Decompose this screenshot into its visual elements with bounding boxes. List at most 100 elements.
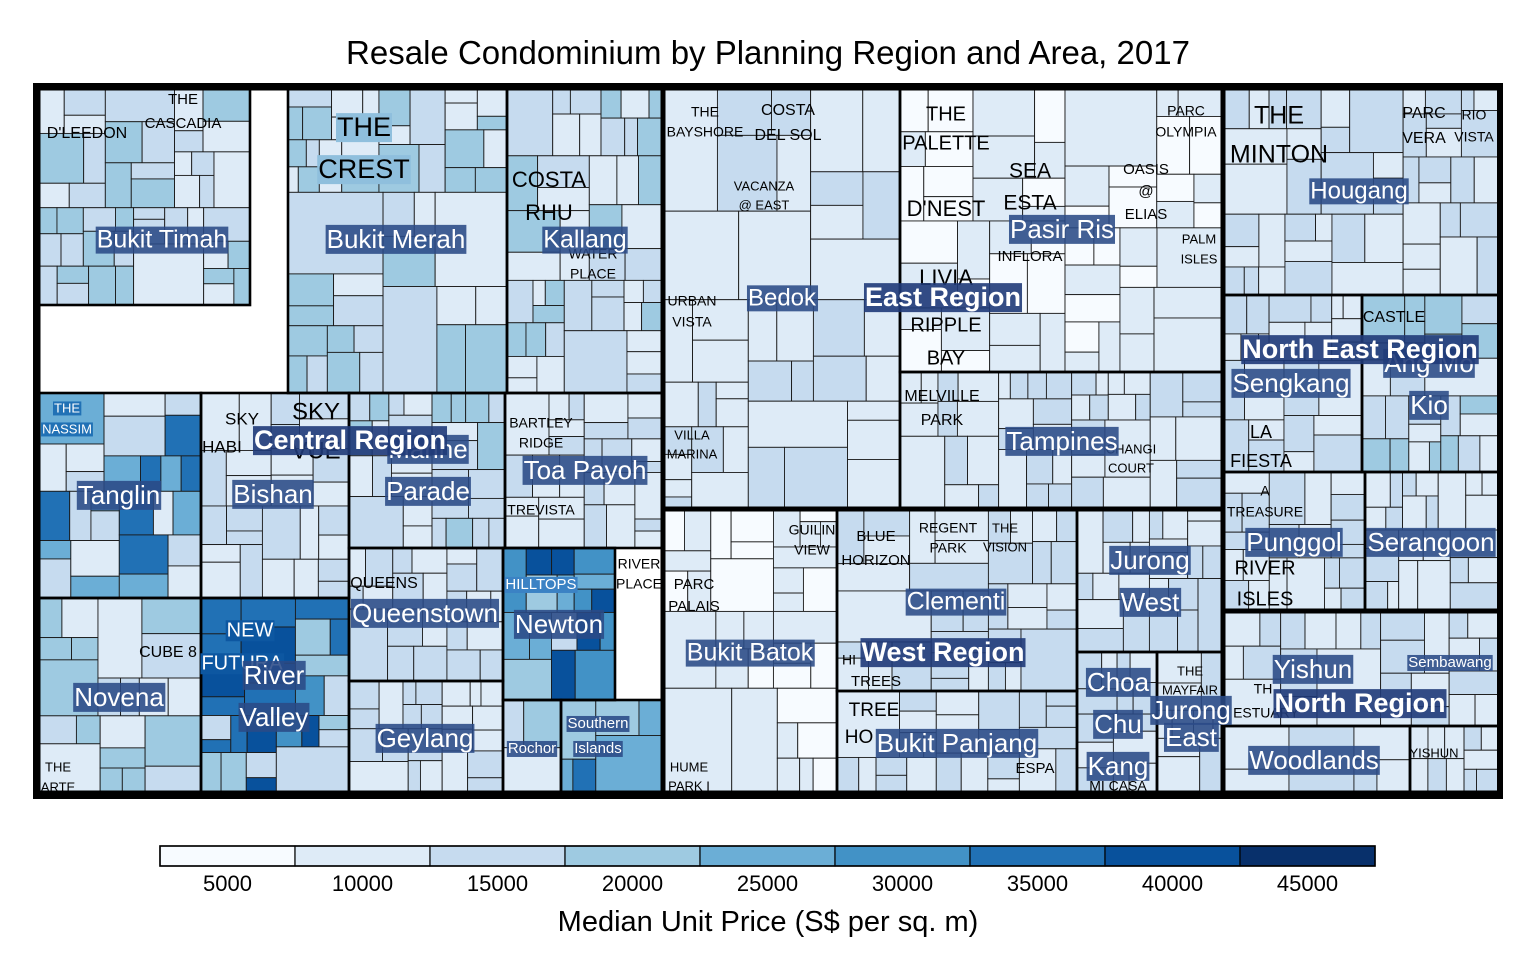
project-label-ripple-bay: BAY bbox=[927, 347, 966, 369]
project-tile bbox=[1071, 394, 1091, 421]
project-tile bbox=[716, 134, 778, 212]
project-tile bbox=[772, 567, 804, 594]
project-tile bbox=[1056, 508, 1078, 543]
project-tile bbox=[1193, 202, 1224, 229]
project-tile bbox=[560, 758, 574, 794]
project-tile bbox=[1437, 471, 1467, 531]
area-label-kallang-bg bbox=[542, 226, 628, 254]
project-tile bbox=[810, 171, 864, 206]
area-label-tanglin-bg bbox=[76, 480, 162, 510]
project-tile bbox=[200, 449, 227, 507]
area-label-jurong-west-line: West bbox=[1119, 587, 1182, 617]
project-tile bbox=[588, 155, 618, 206]
project-tile bbox=[326, 325, 355, 353]
project-tile bbox=[419, 760, 443, 794]
project-label-the-nassim: THE bbox=[54, 400, 80, 415]
project-tile bbox=[1076, 572, 1094, 601]
project-label-urban-vista: URBAN bbox=[667, 293, 716, 309]
project-label-the-minton: THE bbox=[1254, 102, 1304, 130]
project-tile bbox=[710, 508, 732, 560]
project-label-a-treasure-trove: A bbox=[1260, 483, 1270, 499]
project-tile bbox=[474, 167, 508, 193]
project-label-the-palette-line: PALETTE bbox=[902, 132, 989, 154]
project-tile bbox=[722, 426, 749, 473]
project-label-river-isles-line: RIVER bbox=[1234, 557, 1295, 579]
project-tile bbox=[924, 131, 974, 167]
chart-title: Resale Condominium by Planning Region an… bbox=[346, 34, 1190, 71]
project-tile bbox=[1162, 508, 1189, 540]
project-label-trevista-line: TREVISTA bbox=[507, 502, 575, 518]
project-tile bbox=[1046, 609, 1078, 630]
project-label-hume-park-i-line: HUME bbox=[670, 759, 709, 774]
project-tile bbox=[1064, 321, 1100, 353]
project-tile bbox=[899, 690, 937, 712]
project-tile bbox=[957, 371, 1000, 402]
project-tile bbox=[1045, 690, 1078, 707]
project-label-oasis-elias: @ bbox=[1138, 183, 1153, 200]
project-tile bbox=[545, 322, 565, 357]
project-tile bbox=[1284, 213, 1316, 242]
area-label-rochor-bg bbox=[506, 740, 558, 757]
project-tile bbox=[638, 699, 664, 736]
project-tile bbox=[1320, 126, 1351, 154]
project-tile bbox=[998, 398, 1034, 430]
project-label-changi-court: COURT bbox=[1108, 460, 1154, 475]
legend-swatch bbox=[159, 845, 296, 867]
project-label-trees-line: TREES bbox=[851, 673, 901, 690]
project-tile bbox=[1202, 545, 1224, 579]
project-tile bbox=[810, 87, 864, 173]
project-tile bbox=[326, 351, 361, 394]
project-tile bbox=[563, 279, 593, 332]
project-tile bbox=[1331, 213, 1366, 263]
area-label-tanglin-line: Tanglin bbox=[76, 480, 162, 510]
project-tile bbox=[634, 530, 664, 549]
project-label-rio-vista: VISTA bbox=[1454, 129, 1494, 145]
project-tile bbox=[382, 286, 438, 394]
project-tile bbox=[1197, 578, 1224, 653]
project-tile bbox=[927, 87, 974, 133]
project-tile bbox=[37, 265, 58, 306]
project-tile bbox=[191, 151, 215, 176]
project-tile bbox=[299, 392, 350, 420]
area-label-geylang-bg bbox=[375, 723, 475, 753]
project-label-blue-horizon: BLUE bbox=[856, 528, 895, 545]
project-tile bbox=[1385, 395, 1410, 440]
project-tile bbox=[441, 750, 469, 794]
region-label-north-east-region-line: North East Region bbox=[1241, 334, 1479, 365]
project-label-tree-house-line: HO bbox=[845, 727, 874, 748]
project-label-mi-casa: MI CASA bbox=[1089, 778, 1147, 794]
project-label-the-minton-line: MINTON bbox=[1230, 141, 1328, 169]
project-tile bbox=[847, 400, 901, 421]
project-tile bbox=[662, 508, 685, 552]
project-tile bbox=[1241, 492, 1270, 533]
project-tile bbox=[1439, 236, 1478, 296]
project-label-cube-8-line: CUBE 8 bbox=[139, 644, 197, 661]
project-tile bbox=[130, 162, 175, 180]
project-label-sky-vue-line: SKY bbox=[292, 398, 340, 425]
project-label-palm-isles-line: PALM bbox=[1182, 231, 1216, 246]
project-tile bbox=[172, 490, 202, 536]
project-label-yishun: YISHUN bbox=[1409, 745, 1458, 760]
project-label-guilin-view: VIEW bbox=[794, 542, 831, 558]
project-label-costa-rhu-line: COSTA bbox=[512, 167, 586, 192]
project-label-hilltops-bg bbox=[504, 576, 578, 593]
project-tile bbox=[1095, 371, 1109, 396]
area-label-sengkang-bg bbox=[1231, 368, 1351, 398]
project-tile bbox=[1055, 748, 1078, 794]
project-tile bbox=[692, 299, 749, 341]
project-tile bbox=[37, 207, 58, 235]
project-label-the-cascadia-line: CASCADIA bbox=[145, 115, 222, 132]
project-tile bbox=[747, 360, 793, 402]
project-tile bbox=[294, 597, 350, 620]
project-tile bbox=[141, 633, 202, 679]
project-label-bartley-ridge-line: RIDGE bbox=[519, 435, 563, 451]
project-label-a-treasure-trove-line: A bbox=[1260, 483, 1270, 499]
project-tile bbox=[160, 455, 182, 492]
project-label-palm-isles-line: ISLES bbox=[1181, 251, 1218, 266]
project-tile bbox=[1248, 439, 1285, 473]
project-tile bbox=[431, 517, 447, 549]
project-label-the-cascadia: THE bbox=[168, 91, 198, 108]
project-tile bbox=[1449, 582, 1501, 612]
project-tile bbox=[802, 567, 838, 612]
project-tile bbox=[506, 377, 538, 394]
